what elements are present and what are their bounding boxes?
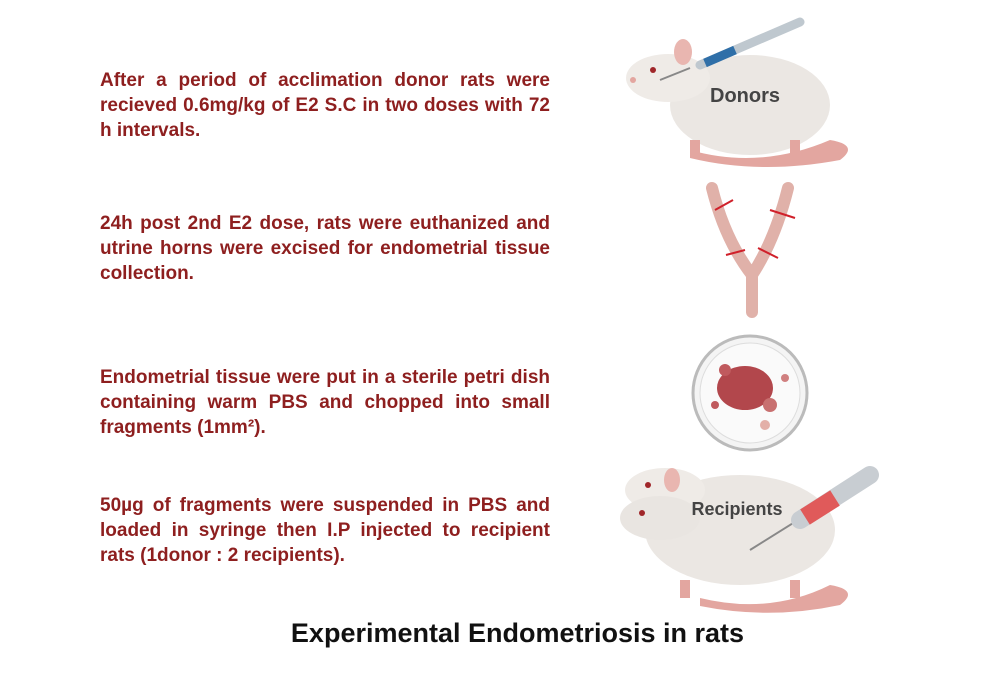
recipient-rats xyxy=(620,466,879,613)
step-text: 24h post 2nd E2 dose, rats were euthaniz… xyxy=(100,213,550,284)
donor-rat xyxy=(626,17,848,168)
step-text: After a period of acclimation donor rats… xyxy=(100,70,550,141)
title: Experimental Endometriosis in rats xyxy=(290,618,745,648)
step-text: Endometrial tissue were put in a sterile… xyxy=(100,367,550,438)
donors-label: Donors xyxy=(710,85,780,107)
uterus xyxy=(706,182,796,318)
petri-dish xyxy=(691,334,809,452)
recipients-label: Recipients xyxy=(691,499,782,519)
step-text: 50µg of fragments were suspended in PBS … xyxy=(100,495,550,566)
